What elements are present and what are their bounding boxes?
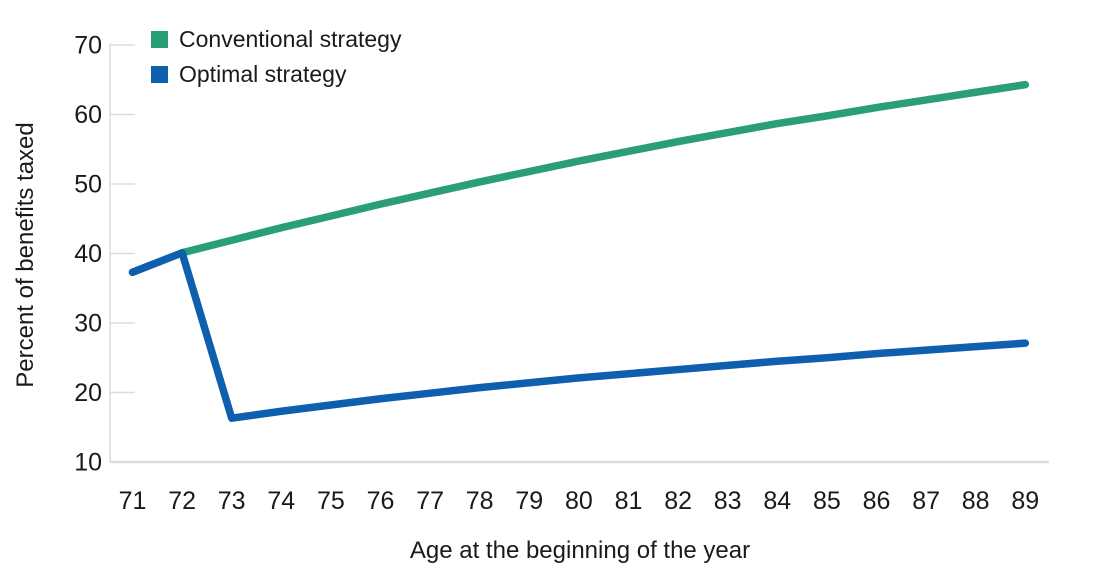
x-tick-label: 79 (515, 487, 543, 515)
x-tick-label: 74 (267, 487, 295, 515)
legend-item-optimal: Optimal strategy (151, 60, 401, 89)
y-axis-title: Percent of benefits taxed (12, 122, 39, 388)
legend-swatch-conventional-icon (151, 31, 168, 48)
legend-label-optimal: Optimal strategy (179, 61, 347, 87)
legend-item-conventional: Conventional strategy (151, 25, 401, 54)
y-tick-label: 30 (74, 310, 102, 338)
x-tick-label: 71 (119, 487, 147, 515)
x-tick-label: 83 (714, 487, 742, 515)
x-tick-label: 81 (615, 487, 643, 515)
series-line-conventional-strategy (128, 80, 1030, 277)
x-tick-label: 73 (218, 487, 246, 515)
x-tick-label: 86 (863, 487, 891, 515)
legend-swatch-optimal-icon (151, 66, 168, 83)
y-tick-label: 70 (74, 32, 102, 60)
y-tick-label: 50 (74, 171, 102, 199)
x-axis-title: Age at the beginning of the year (409, 537, 751, 564)
y-tick-label: 10 (74, 449, 102, 477)
x-tick-label: 80 (565, 487, 593, 515)
series-line-optimal-strategy (128, 249, 1030, 422)
x-tick-label: 87 (912, 487, 940, 515)
x-tick-label: 77 (416, 487, 444, 515)
x-tick-label: 76 (367, 487, 395, 515)
x-tick-label: 88 (962, 487, 990, 515)
x-tick-label: 84 (763, 487, 791, 515)
y-tick-label: 20 (74, 379, 102, 407)
x-tick-label: 72 (168, 487, 196, 515)
x-tick-label: 89 (1011, 487, 1039, 515)
legend-label-conventional: Conventional strategy (179, 26, 402, 52)
x-tick-label: 78 (466, 487, 494, 515)
x-tick-label: 85 (813, 487, 841, 515)
y-tick-label: 40 (74, 240, 102, 268)
x-tick-label: 75 (317, 487, 345, 515)
legend: Conventional strategy Optimal strategy (151, 25, 401, 89)
x-tick-label: 82 (664, 487, 692, 515)
y-tick-label: 60 (74, 101, 102, 129)
